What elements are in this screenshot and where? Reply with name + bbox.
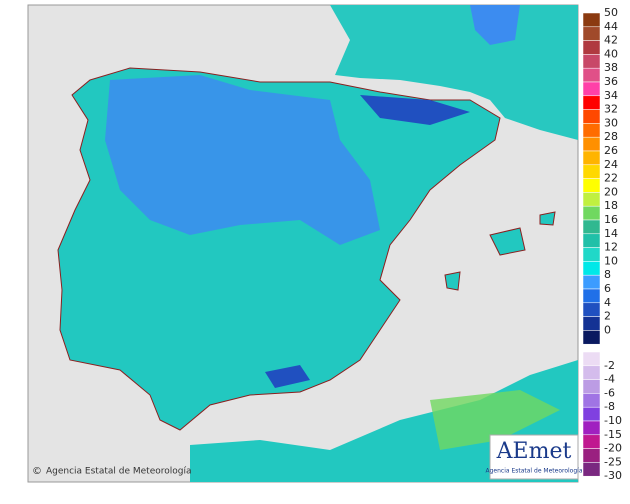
legend-swatch: [582, 302, 601, 317]
legend-label: 36: [604, 75, 618, 88]
cold-plateau: [105, 75, 380, 245]
legend-label: 18: [604, 199, 618, 212]
legend-label: 38: [604, 61, 618, 74]
credit-symbol: ©: [32, 466, 42, 477]
legend-label: 50: [604, 6, 618, 19]
legend-label: -6: [604, 386, 615, 399]
legend-swatch: [582, 393, 601, 408]
legend-label: -25: [604, 455, 622, 468]
legend-swatch: [582, 379, 601, 394]
legend-swatch: [582, 233, 601, 248]
ibiza: [444, 271, 461, 291]
pyrenees: [360, 95, 470, 125]
legend-label: 22: [604, 172, 618, 185]
legend-label: -20: [604, 442, 622, 455]
legend-label: 12: [604, 241, 618, 254]
legend-swatch: [582, 123, 601, 138]
legend-label: -4: [604, 373, 615, 386]
legend-label: -15: [604, 428, 622, 441]
logo-brand: AEmet: [496, 439, 572, 464]
menorca: [539, 211, 556, 226]
logo-box: [489, 434, 579, 480]
legend-swatch: [582, 164, 601, 179]
legend-swatch: [582, 434, 601, 449]
legend-swatch: [582, 67, 601, 83]
legend-swatch: [582, 420, 601, 436]
atlas-mild: [430, 390, 560, 450]
legend-swatch: [582, 330, 601, 345]
legend-label: -10: [604, 414, 622, 427]
legend-swatch: [582, 192, 601, 207]
legend-label: 40: [604, 47, 618, 60]
legend-swatch: [582, 178, 601, 193]
legend-label: -2: [604, 359, 615, 372]
legend-label: -30: [604, 469, 622, 482]
legend-label: 4: [604, 296, 611, 309]
legend-label: 16: [604, 213, 618, 226]
legend-label: 30: [604, 116, 618, 129]
legend-label: 14: [604, 227, 618, 240]
legend-swatch: [582, 26, 601, 41]
legend-label: 20: [604, 185, 618, 198]
legend-swatch: [582, 12, 601, 28]
legend-label: 10: [604, 254, 618, 267]
legend-swatch: [582, 406, 601, 422]
legend-swatch: [582, 95, 601, 110]
legend-swatch: [582, 219, 601, 235]
legend-swatch: [582, 109, 601, 124]
legend-label: 2: [604, 310, 611, 323]
alps-cold: [470, 5, 520, 45]
legend-label: 44: [604, 20, 618, 33]
legend-swatch: [582, 288, 601, 304]
legend-label: 32: [604, 103, 618, 116]
legend-swatch: [582, 150, 601, 166]
mallorca: [489, 227, 526, 256]
legend-swatch: [582, 462, 601, 477]
legend-swatch: [582, 54, 601, 69]
legend-label: 0: [604, 323, 611, 336]
legend-swatch: [582, 261, 601, 276]
legend-label: 8: [604, 268, 611, 281]
legend: 5044424038363432302826242220181614121086…: [582, 6, 622, 482]
legend-swatch: [582, 365, 601, 380]
legend-label: 42: [604, 34, 618, 47]
legend-label: 6: [604, 282, 611, 295]
legend-swatch: [582, 81, 601, 97]
africa: [190, 360, 578, 482]
legend-swatch: [582, 351, 601, 367]
legend-swatch: [582, 40, 601, 55]
legend-label: 24: [604, 158, 618, 171]
legend-swatch: [582, 136, 601, 152]
france: [330, 5, 578, 140]
legend-label: 26: [604, 144, 618, 157]
sierra-nevada: [265, 365, 310, 388]
legend-label: -8: [604, 400, 615, 413]
legend-swatch: [582, 448, 601, 463]
legend-swatch: [582, 247, 601, 262]
legend-label: 34: [604, 89, 618, 102]
legend-swatch: [582, 274, 601, 290]
legend-swatch: [582, 316, 601, 331]
legend-label: 28: [604, 130, 618, 143]
legend-swatch: [582, 205, 601, 221]
logo-caption: Agencia Estatal de Meteorología: [486, 468, 583, 475]
credit: Agencia Estatal de Meteorología: [46, 467, 192, 477]
